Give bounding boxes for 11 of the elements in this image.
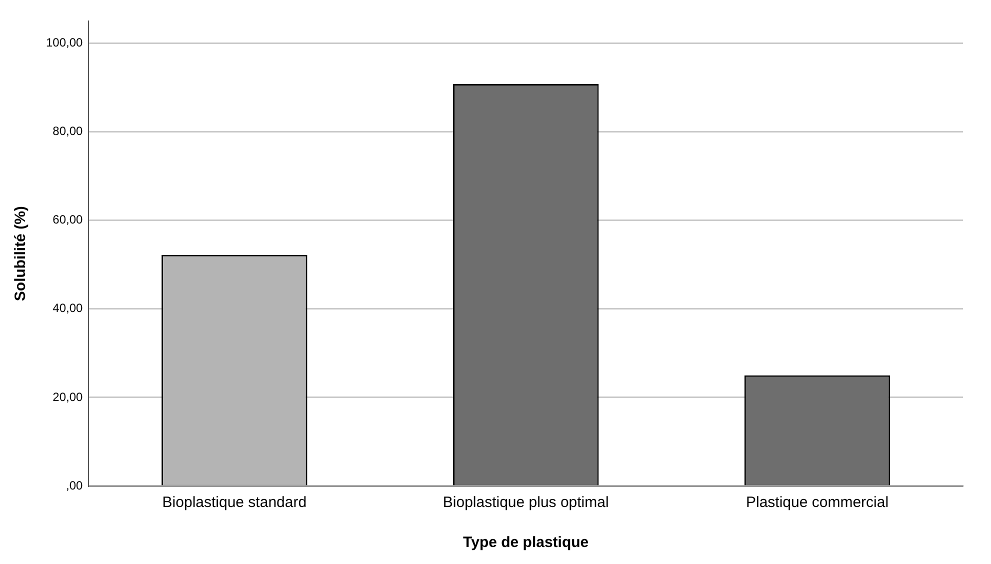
x-tick-label: Bioplastique standard — [162, 494, 307, 512]
y-tick-label: 60,00 — [52, 212, 84, 227]
x-axis-title: Type de plastique — [463, 534, 589, 552]
y-tick-label: 100,00 — [46, 36, 84, 50]
y-tick-label: 80,00 — [52, 124, 84, 138]
y-axis-title: Solubilité (%) — [12, 206, 30, 302]
x-tick-label: Bioplastique plus optimal — [442, 494, 609, 512]
x-tick-label: Plastique commercial — [746, 494, 889, 512]
y-tick-label: 20,00 — [52, 390, 84, 404]
y-tick-label: ,00 — [66, 478, 84, 492]
y-tick-label: 40,00 — [52, 301, 84, 316]
